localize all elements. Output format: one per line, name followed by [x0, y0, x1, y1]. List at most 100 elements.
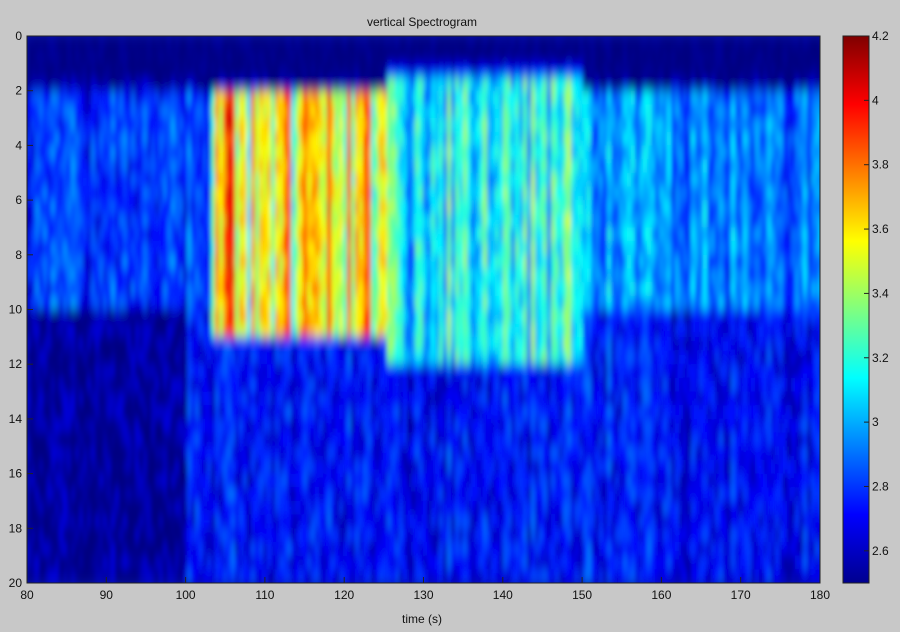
heatmap-cell — [351, 336, 356, 352]
heatmap-cell — [343, 418, 348, 434]
heatmap-cell — [439, 77, 444, 92]
heatmap-cell — [219, 268, 224, 283]
heatmap-cell — [323, 227, 328, 242]
heatmap-cell — [427, 227, 432, 242]
heatmap-cell — [275, 473, 280, 488]
heatmap-cell — [299, 528, 304, 543]
heatmap-cell — [119, 500, 124, 516]
heatmap-cell — [387, 282, 392, 297]
heatmap-cell — [47, 77, 52, 92]
heatmap-cell — [39, 172, 44, 188]
heatmap-cell — [63, 63, 68, 78]
heatmap-cell — [427, 323, 432, 338]
heatmap-cell — [419, 36, 424, 51]
heatmap-cell — [407, 323, 412, 338]
heatmap-cell — [107, 49, 112, 64]
heatmap-cell — [123, 514, 128, 529]
heatmap-cell — [267, 309, 272, 324]
heatmap-cell — [451, 77, 456, 92]
heatmap-cell — [175, 104, 180, 119]
heatmap-cell — [423, 405, 428, 420]
heatmap-cell — [83, 104, 88, 119]
heatmap-cell — [439, 90, 444, 105]
heatmap-cell — [47, 131, 52, 146]
heatmap-cell — [351, 377, 356, 393]
heatmap-cell — [503, 528, 508, 543]
heatmap-cell — [35, 213, 40, 229]
heatmap-cell — [103, 323, 108, 338]
heatmap-cell — [455, 90, 460, 105]
heatmap-cell — [303, 295, 308, 311]
heatmap-cell — [519, 49, 524, 64]
heatmap-cell — [159, 90, 164, 105]
heatmap-cell — [359, 364, 364, 379]
heatmap-cell — [147, 63, 152, 78]
heatmap-cell — [351, 90, 356, 105]
heatmap-cell — [387, 118, 392, 133]
heatmap-cell — [287, 186, 292, 201]
heatmap-cell — [47, 473, 52, 488]
heatmap-cell — [175, 473, 180, 488]
heatmap-cell — [39, 227, 44, 242]
heatmap-cell — [491, 186, 496, 201]
heatmap-cell — [239, 90, 244, 105]
heatmap-cell — [51, 36, 56, 51]
heatmap-cell — [511, 282, 516, 297]
heatmap-cell — [287, 36, 292, 51]
heatmap-cell — [503, 542, 508, 557]
heatmap-cell — [275, 172, 280, 188]
heatmap-cell — [419, 186, 424, 201]
heatmap-cell — [435, 473, 440, 488]
heatmap-cell — [315, 555, 320, 570]
heatmap-cell — [39, 118, 44, 133]
heatmap-cell — [375, 268, 380, 283]
heatmap-cell — [203, 186, 208, 201]
heatmap-cell — [375, 432, 380, 447]
heatmap-cell — [351, 569, 356, 583]
heatmap-cell — [451, 418, 456, 434]
heatmap-cell — [143, 459, 148, 475]
heatmap-cell — [267, 473, 272, 488]
heatmap-cell — [91, 377, 96, 393]
heatmap-cell — [351, 350, 356, 365]
heatmap-cell — [119, 200, 124, 215]
heatmap-cell — [295, 487, 300, 502]
heatmap-cell — [311, 323, 316, 338]
heatmap-cell — [395, 569, 400, 583]
heatmap-cell — [507, 131, 512, 146]
heatmap-cell — [507, 200, 512, 215]
heatmap-cell — [275, 377, 280, 393]
heatmap-cell — [343, 487, 348, 502]
heatmap-cell — [511, 49, 516, 64]
heatmap-cell — [507, 555, 512, 570]
heatmap-cell — [79, 49, 84, 64]
heatmap-cell — [159, 200, 164, 215]
heatmap-cell — [503, 432, 508, 447]
heatmap-cell — [143, 377, 148, 393]
heatmap-cell — [315, 282, 320, 297]
heatmap-cell — [55, 227, 60, 242]
heatmap-cell — [463, 213, 468, 229]
heatmap-cell — [207, 36, 212, 51]
heatmap-cell — [227, 418, 232, 434]
heatmap-cell — [107, 172, 112, 188]
heatmap-cell — [399, 36, 404, 51]
heatmap-cell — [219, 227, 224, 242]
heatmap-cell — [99, 254, 104, 270]
heatmap-cell — [471, 364, 476, 379]
heatmap-cell — [327, 309, 332, 324]
heatmap-cell — [319, 200, 324, 215]
heatmap-cell — [147, 268, 152, 283]
heatmap-cell — [475, 569, 480, 583]
heatmap-cell — [159, 350, 164, 365]
heatmap-cell — [67, 446, 72, 461]
heatmap-cell — [487, 90, 492, 105]
heatmap-cell — [111, 131, 116, 146]
heatmap-cell — [243, 145, 248, 160]
heatmap-cell — [143, 528, 148, 543]
heatmap-cell — [187, 405, 192, 420]
heatmap-cell — [255, 254, 260, 270]
heatmap-cell — [135, 131, 140, 146]
heatmap-cell — [331, 555, 336, 570]
heatmap-cell — [327, 213, 332, 229]
